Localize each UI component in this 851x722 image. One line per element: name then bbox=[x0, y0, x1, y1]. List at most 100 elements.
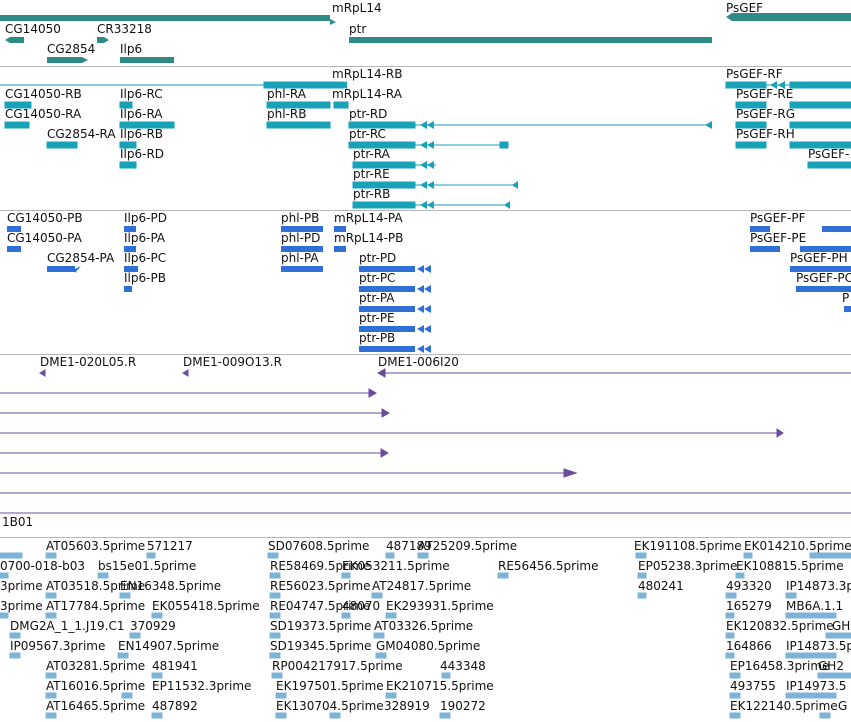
gene-feature-cg14050[interactable] bbox=[5, 37, 24, 43]
gene-label: CR33218 bbox=[97, 22, 152, 36]
protein-label: PsGEF-PF bbox=[750, 211, 806, 225]
est-label: IP09567.3prime bbox=[10, 639, 106, 653]
transcript-label: ptr-RE bbox=[353, 167, 390, 181]
protein-label: phl-PA bbox=[281, 251, 319, 265]
est-label: AT24817.5prime bbox=[372, 579, 472, 593]
transcript-track[interactable]: mRpL14-RB PsGEF-RF CG14050-RB Ilp6-RC ph… bbox=[0, 67, 851, 210]
est-label: IP14873.5p bbox=[786, 639, 851, 653]
est-track[interactable]: AT05603.5prime 571217 SD07608.5prime 487… bbox=[0, 538, 851, 722]
protein-label: ptr-PA bbox=[359, 291, 395, 305]
protein-track[interactable]: CG14050-PB Ilp6-PD phl-PB mRpL14-PA PsGE… bbox=[0, 211, 851, 354]
est-label: AT03281.5prime bbox=[46, 659, 146, 673]
est-label: EK197501.5prime bbox=[276, 679, 384, 693]
est-label: IP14973.5 bbox=[786, 679, 847, 693]
est-label: RE58469.5prime bbox=[270, 559, 371, 573]
protein-label: CG14050-PA bbox=[7, 231, 82, 245]
track-divider bbox=[0, 66, 851, 67]
gene-feature-ptr[interactable] bbox=[349, 37, 712, 43]
transcript-label: mRpL14-RA bbox=[332, 87, 402, 101]
est-label: EN14907.5prime bbox=[118, 639, 220, 653]
transcript-label: ptr-RA bbox=[353, 147, 390, 161]
est-label: AT05603.5prime bbox=[46, 539, 146, 553]
gene-label: CG2854 bbox=[47, 42, 96, 56]
est-label: 493755 bbox=[730, 679, 776, 693]
est-label: EK053211.5prime bbox=[342, 559, 450, 573]
transcript-label: PsGEF-RF bbox=[726, 67, 783, 81]
gene-feature-cr33218[interactable] bbox=[97, 37, 109, 43]
est-label: EP16458.3prime bbox=[730, 659, 830, 673]
est-label: IP14873.3p bbox=[786, 579, 851, 593]
protein-label: Ilp6-PC bbox=[124, 251, 167, 265]
gene-feature-ilp6[interactable] bbox=[120, 57, 174, 63]
est-label: 48070 bbox=[342, 599, 381, 613]
est-label: EP11532.3prime bbox=[152, 679, 252, 693]
est-label: AT16016.5prime bbox=[46, 679, 146, 693]
est-label: RE56456.5prime bbox=[498, 559, 599, 573]
gene-features-svg bbox=[0, 13, 851, 63]
protein-label: Ilp6-PA bbox=[124, 231, 166, 245]
est-label: EN16348.5prime bbox=[120, 579, 222, 593]
est-label: 493320 bbox=[726, 579, 772, 593]
gene-track[interactable]: mRpL14 PsGEF CG14050 CR33218 ptr CG2854 … bbox=[0, 0, 851, 66]
est-label: RP004217917.5prime bbox=[272, 659, 403, 673]
gene-feature-mrpl14[interactable] bbox=[0, 15, 336, 25]
est-label: AT16465.5prime bbox=[46, 699, 146, 713]
est-label: 487892 bbox=[152, 699, 198, 713]
transcript-label: PsGEF- bbox=[808, 147, 850, 161]
transcript-label: PsGEF-RG bbox=[736, 107, 796, 121]
est-label: 190272 bbox=[440, 699, 486, 713]
est-label: 487189 bbox=[386, 539, 432, 553]
est-label: 443348 bbox=[440, 659, 486, 673]
est-label: EK293931.5prime bbox=[386, 599, 494, 613]
transcript-label: Ilp6-RC bbox=[120, 87, 163, 101]
est-label: 3prime bbox=[0, 579, 43, 593]
protein-label: mRpL14-PA bbox=[334, 211, 403, 225]
gene-label: CG14050 bbox=[5, 22, 61, 36]
transcript-features-svg bbox=[0, 81, 851, 209]
est-label: GM04080.5prime bbox=[376, 639, 481, 653]
est-label: G bbox=[838, 699, 848, 713]
est-label: AT25209.5prime bbox=[418, 539, 518, 553]
protein-label: phl-PB bbox=[281, 211, 320, 225]
gene-feature-psgef[interactable] bbox=[726, 13, 851, 21]
protein-label: Ilp6-PB bbox=[124, 271, 166, 285]
transcript-label: CG14050-RB bbox=[5, 87, 82, 101]
est-label: SD19373.5prime bbox=[270, 619, 372, 633]
protein-features-svg bbox=[7, 226, 851, 353]
est-label: EK210715.5prime bbox=[386, 679, 494, 693]
est-label: EK108815.5prime bbox=[736, 559, 844, 573]
est-label: SD07608.5prime bbox=[268, 539, 370, 553]
transcript-label: ptr-RC bbox=[349, 127, 386, 141]
est-label: AT17784.5prime bbox=[46, 599, 146, 613]
clone-track[interactable]: DME1-020L05.R DME1-009O13.R DME1-006I20 … bbox=[0, 355, 851, 537]
protein-label: Ilp6-PD bbox=[124, 211, 167, 225]
protein-label: PsGEF-PH bbox=[790, 251, 848, 265]
protein-label: P bbox=[842, 291, 850, 305]
clone-label: DME1-009O13.R bbox=[183, 355, 282, 369]
est-label: 164866 bbox=[726, 639, 772, 653]
transcript-label: mRpL14-RB bbox=[332, 67, 403, 81]
est-label: GH2 bbox=[818, 659, 844, 673]
transcript-label: phl-RB bbox=[267, 107, 307, 121]
est-label: 480241 bbox=[638, 579, 684, 593]
est-label: 481941 bbox=[152, 659, 198, 673]
transcript-label: Ilp6-RA bbox=[120, 107, 163, 121]
est-label: AT03518.5prime bbox=[46, 579, 146, 593]
est-label: EK130704.5prime bbox=[276, 699, 384, 713]
gene-feature-cg2854[interactable] bbox=[47, 57, 88, 63]
transcript-label: phl-RA bbox=[267, 87, 306, 101]
est-label: DMG2A_1_1.J19.C1 bbox=[10, 619, 125, 633]
transcript-label: PsGEF-RH bbox=[736, 127, 795, 141]
est-label: RE56023.5prime bbox=[270, 579, 371, 593]
clone-label: 1B01 bbox=[2, 515, 34, 529]
est-label: bs15e01.5prime bbox=[98, 559, 197, 573]
protein-label: CG2854-PA bbox=[47, 251, 115, 265]
est-label: MB6A.1.1 bbox=[786, 599, 844, 613]
est-label: SD19345.5prime bbox=[270, 639, 372, 653]
transcript-arrowheads bbox=[120, 81, 785, 209]
gene-label: Ilp6 bbox=[120, 42, 143, 56]
protein-label: ptr-PE bbox=[359, 311, 395, 325]
gene-label: PsGEF bbox=[726, 1, 764, 15]
track-divider bbox=[0, 537, 851, 538]
